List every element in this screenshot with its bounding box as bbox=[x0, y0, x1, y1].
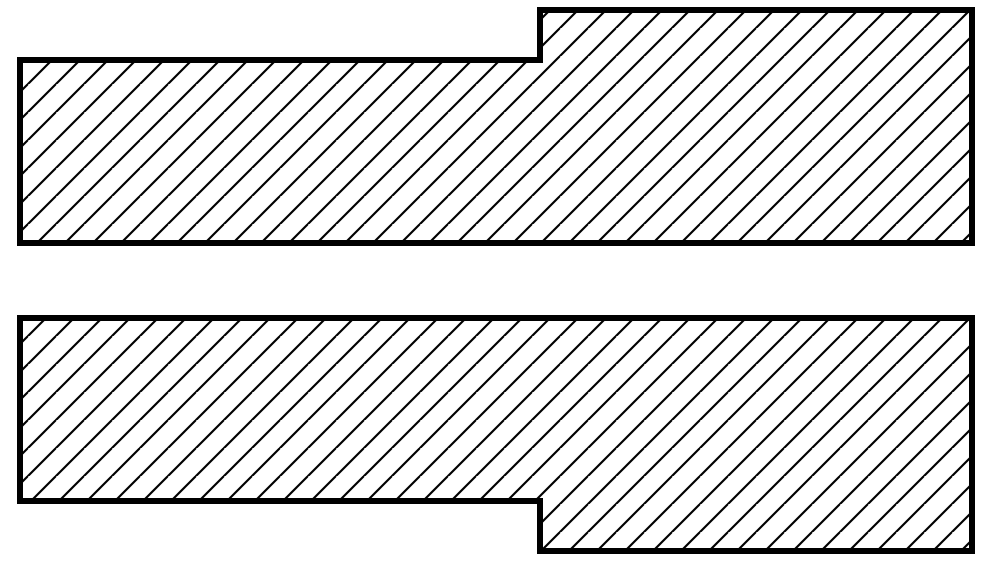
bore bbox=[20, 243, 972, 318]
cross-section-drawing bbox=[0, 0, 992, 561]
